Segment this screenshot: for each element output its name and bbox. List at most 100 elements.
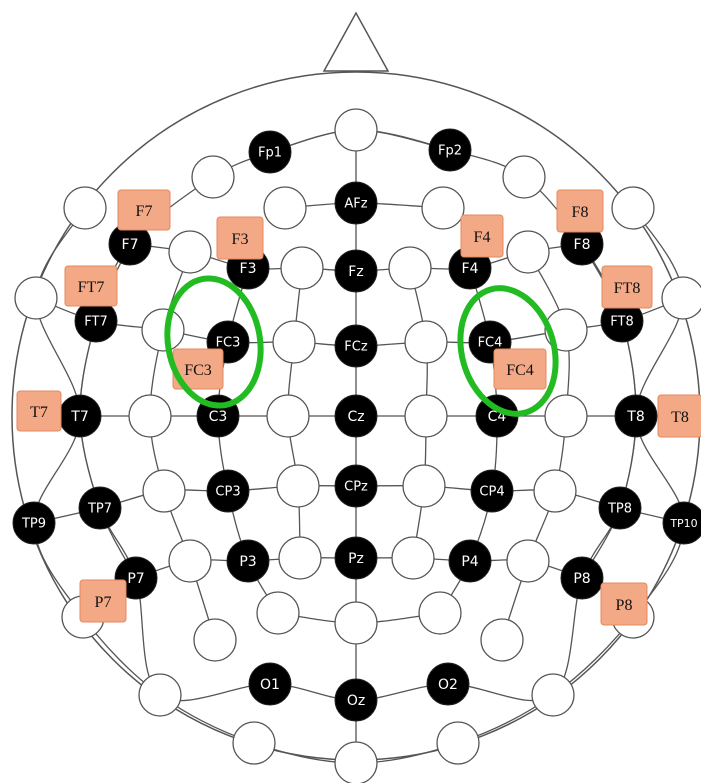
electrode-label: FCz: [344, 340, 368, 355]
tag-t7: T7: [16, 390, 62, 432]
electrode-p8: P8: [560, 556, 604, 600]
empty-electrode: [533, 469, 577, 513]
electrode-cp3: CP3: [206, 469, 250, 513]
electrode-dot: [206, 469, 250, 513]
electrode-label: F4: [462, 261, 479, 277]
electrode-tp10: TP10: [662, 501, 701, 545]
electrode-label: P3: [239, 554, 256, 570]
empty-electrode: [232, 721, 276, 765]
empty-electrodes: [14, 108, 701, 783]
empty-electrode: [506, 230, 550, 274]
empty-electrode: [661, 276, 701, 320]
empty-electrode: [480, 618, 524, 662]
electrode-label: FC4: [478, 336, 503, 351]
electrode-label: FT8: [610, 315, 633, 330]
empty-electrode: [263, 186, 307, 230]
electrode-dot: [334, 394, 378, 438]
electrode-f7: F7: [108, 222, 152, 266]
empty-electrode: [138, 673, 182, 717]
electrode-dot: [448, 539, 492, 583]
electrode-label: O1: [260, 677, 280, 693]
electrode-label: T7: [70, 409, 88, 425]
empty-electrode: [280, 246, 324, 290]
empty-electrode: [14, 276, 58, 320]
empty-electrode: [141, 308, 185, 352]
tag-box: [460, 214, 504, 258]
electrode-label: FC3: [216, 336, 241, 351]
empty-electrode: [193, 618, 237, 662]
empty-electrode: [402, 464, 446, 508]
empty-electrode: [191, 155, 235, 199]
empty-electrode: [544, 394, 588, 438]
electrode-dot: [78, 486, 122, 530]
electrode-cpz: CPz: [334, 464, 378, 508]
electrode-label: CP3: [215, 485, 240, 500]
electrode-label: Pz: [348, 551, 364, 567]
empty-electrode: [256, 591, 300, 635]
electrode-ft7: FT7: [74, 299, 118, 343]
electrode-tp7: TP7: [78, 486, 122, 530]
tag-label: T7: [30, 404, 48, 421]
tag-label: P8: [616, 597, 633, 614]
electrode-label: O2: [438, 677, 458, 693]
tag-label: T8: [671, 409, 689, 426]
electrode-dot: [334, 678, 378, 722]
empty-electrode: [611, 186, 655, 230]
electrode-pz: Pz: [334, 536, 378, 580]
tag-fc4: FC4: [493, 348, 547, 390]
electrode-fp1: Fp1: [248, 130, 292, 174]
electrode-dot: [248, 130, 292, 174]
electrode-label: T8: [626, 409, 644, 425]
electrode-p4: P4: [448, 539, 492, 583]
tag-label: FC4: [506, 362, 534, 379]
tag-ft8: FT8: [601, 265, 653, 309]
electrode-tp8: TP8: [598, 486, 642, 530]
electrode-label: TP7: [87, 502, 112, 517]
tag-t8: T8: [657, 394, 701, 438]
electrode-o2: O2: [426, 662, 470, 706]
empty-electrode: [334, 741, 378, 783]
electrode-t7: T7: [58, 394, 102, 438]
electrode-dot: [470, 469, 514, 513]
electrode-t8: T8: [614, 394, 658, 438]
electrode-label: F8: [574, 237, 591, 253]
tag-f8: F8: [556, 189, 604, 233]
electrode-label: Fp1: [258, 146, 282, 161]
electrode-label: P7: [127, 571, 144, 587]
empty-electrode: [421, 186, 465, 230]
tag-fc3: FC3: [172, 348, 224, 390]
electrode-dot: [334, 249, 378, 293]
empty-electrode: [418, 591, 462, 635]
empty-electrode: [168, 539, 212, 583]
electrode-label: Fz: [348, 264, 363, 280]
empty-electrode: [142, 469, 186, 513]
tag-f7: F7: [117, 189, 171, 231]
tag-label: F7: [136, 203, 153, 220]
orange-tags: F7 F3 F4 F8 FT7 FT8 FC3 FC4 T7 T8 P7 P8: [16, 189, 701, 626]
electrode-dot: [428, 128, 472, 172]
empty-electrode: [334, 601, 378, 645]
empty-electrode: [128, 394, 172, 438]
electrode-label: F7: [122, 237, 139, 253]
tag-label: F4: [474, 229, 491, 246]
electrode-fcz: FCz: [334, 324, 378, 368]
electrode-label: Oz: [347, 693, 365, 709]
empty-electrode: [391, 536, 435, 580]
tag-box: [216, 216, 264, 260]
tag-box: [601, 265, 653, 309]
tag-f4: F4: [460, 214, 504, 258]
electrode-label: C3: [209, 409, 228, 425]
tag-box: [16, 390, 62, 432]
electrode-dot: [226, 539, 270, 583]
electrode-fp2: Fp2: [428, 128, 472, 172]
electrode-cp4: CP4: [470, 469, 514, 513]
empty-electrode: [531, 673, 575, 717]
electrode-dot: [426, 662, 470, 706]
electrode-fz: Fz: [334, 249, 378, 293]
tag-label: F8: [572, 204, 589, 221]
electrode-label: TP8: [607, 502, 632, 517]
tag-box: [117, 189, 171, 231]
empty-electrode: [436, 721, 480, 765]
electrode-dot: [662, 501, 701, 545]
